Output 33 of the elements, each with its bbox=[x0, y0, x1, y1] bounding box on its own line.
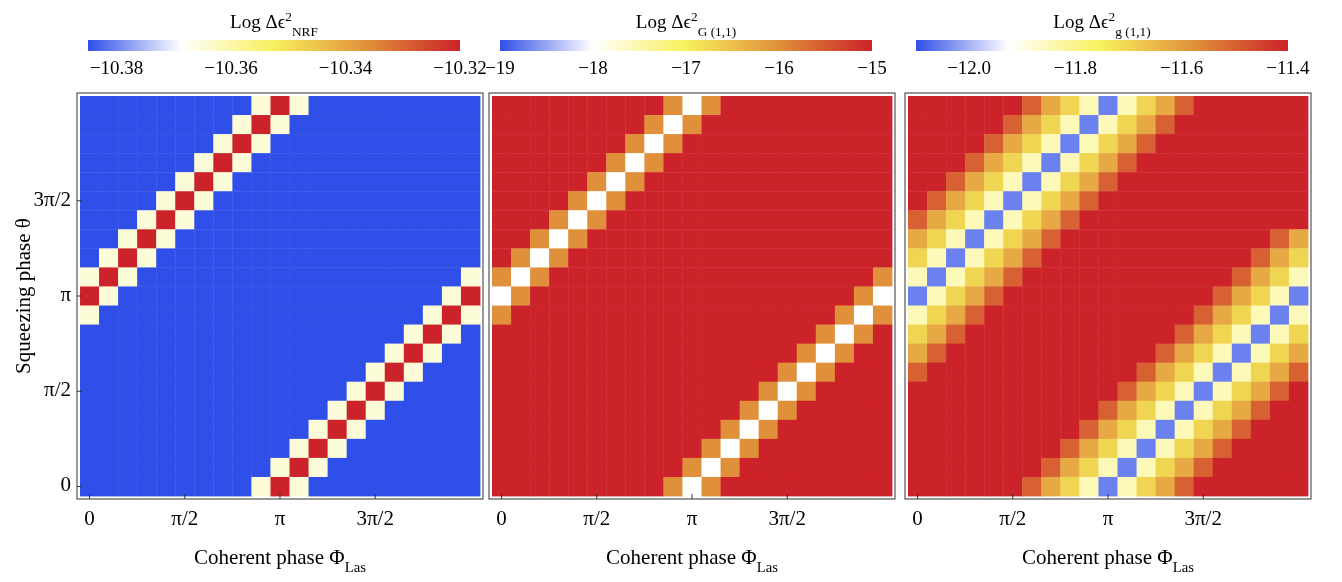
x-tick-label: 0 bbox=[912, 506, 923, 530]
y-tick-label: 0 bbox=[60, 472, 71, 497]
x-tick-label: π bbox=[686, 506, 698, 530]
x-axis-title: Coherent phase Φ$_{Las}$ bbox=[606, 545, 779, 575]
y-axis-title: Squeezing phase θ bbox=[11, 218, 35, 374]
x-tick-label: 0 bbox=[84, 506, 95, 530]
color-bar-label: −11.4 bbox=[1266, 57, 1311, 78]
y-tick-label: 3π/2 bbox=[33, 186, 71, 211]
x-axis-title: Coherent phase Φ$_{Las}$ bbox=[1022, 545, 1195, 575]
color-bar-label: −10.38 bbox=[89, 57, 144, 78]
color-bar-label: −11.8 bbox=[1053, 57, 1098, 78]
x-tick-label: π/2 bbox=[999, 506, 1027, 530]
color-bar-label: −15 bbox=[857, 57, 887, 78]
color-bar-label: −10.34 bbox=[318, 57, 373, 78]
color-bar-label: −18 bbox=[578, 57, 608, 78]
color-bar-label: −19 bbox=[485, 57, 515, 78]
color-bar-label: −10.36 bbox=[204, 57, 258, 78]
color-bar-label: −10.32 bbox=[433, 57, 487, 78]
x-tick-label: 0 bbox=[496, 506, 507, 530]
x-axis-title: Coherent phase Φ$_{Las}$ bbox=[194, 545, 367, 575]
y-tick-label: π/2 bbox=[44, 377, 71, 402]
color-bar-label: −17 bbox=[671, 57, 701, 78]
color-bar-label: −16 bbox=[764, 57, 794, 78]
color-bar-label: −12.0 bbox=[947, 57, 992, 78]
y-tick-label: π bbox=[60, 281, 72, 306]
x-tick-label: 3π/2 bbox=[1184, 506, 1222, 530]
x-tick-label: 3π/2 bbox=[768, 506, 806, 530]
x-tick-label: π bbox=[274, 506, 286, 530]
x-tick-label: 3π/2 bbox=[356, 506, 394, 530]
x-tick-label: π bbox=[1102, 506, 1114, 530]
x-tick-label: π/2 bbox=[171, 506, 199, 530]
color-bar-label: −11.6 bbox=[1160, 57, 1204, 78]
x-tick-label: π/2 bbox=[583, 506, 611, 530]
